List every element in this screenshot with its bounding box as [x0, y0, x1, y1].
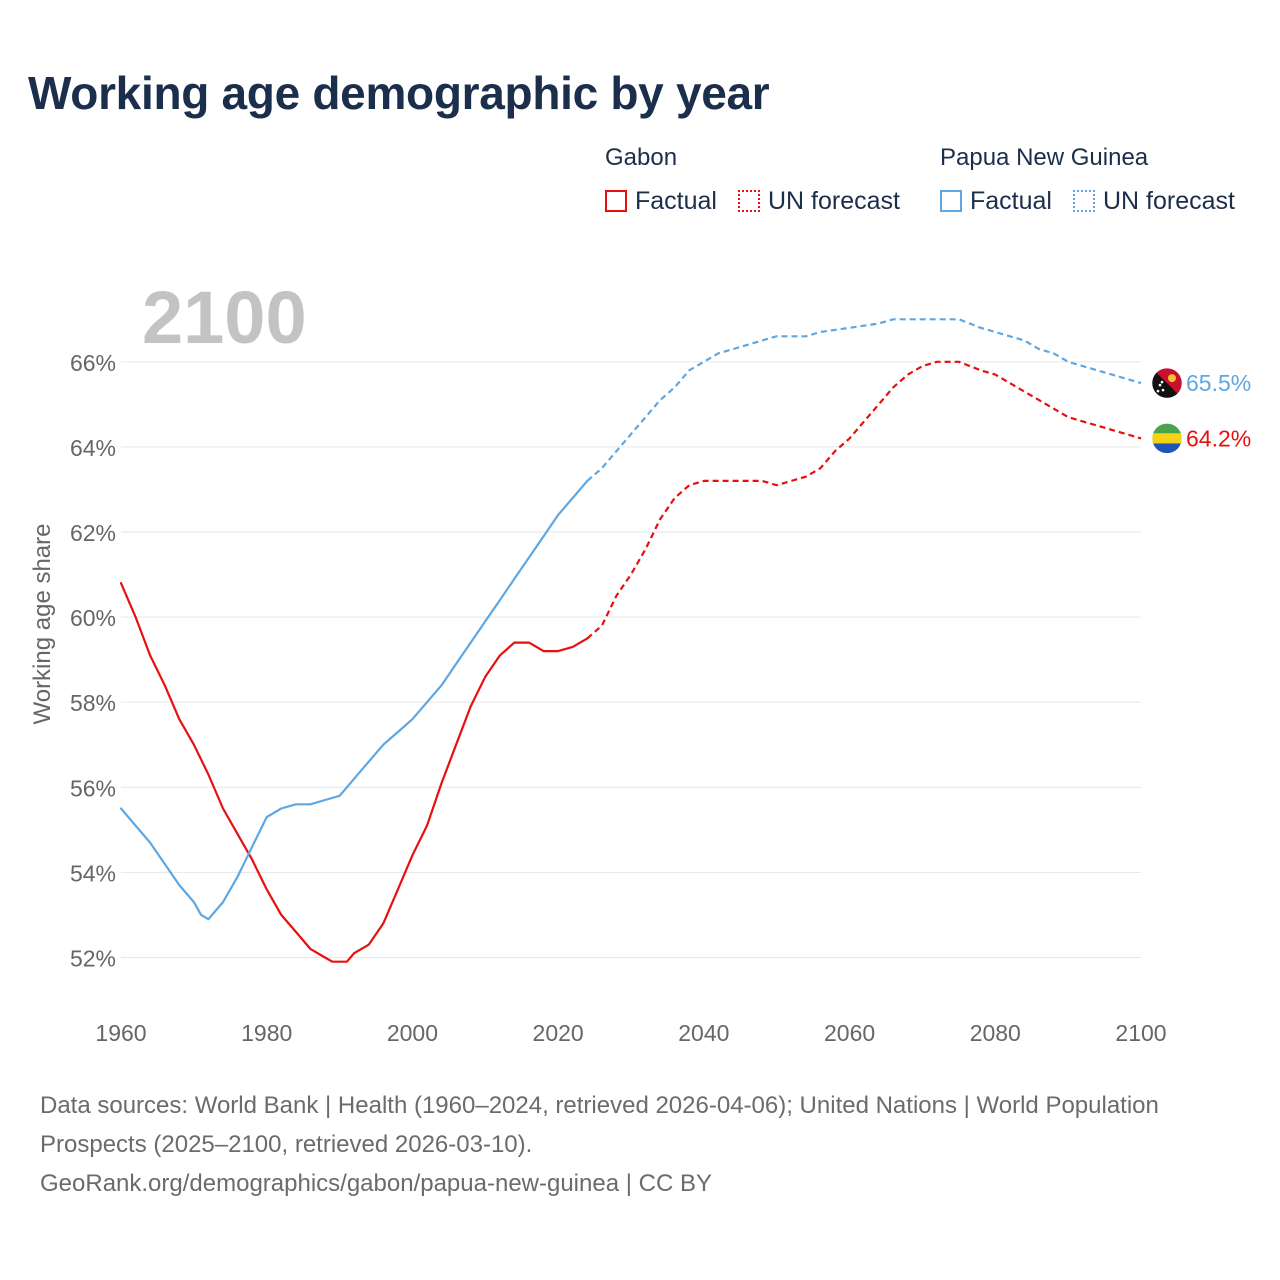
y-tick-label: 56%: [70, 775, 116, 801]
x-tick-label: 2020: [533, 1020, 584, 1046]
y-tick-label: 60%: [70, 605, 116, 631]
legend-group-gabon: Gabon: [605, 144, 678, 171]
x-tick-label: 1980: [241, 1020, 292, 1046]
y-tick-label: 54%: [70, 860, 116, 886]
axes: 52% 54% 56% 58% 60% 62% 64% 66% 1960 1980 2000 2020…: [29, 350, 1167, 1046]
series-line-forecast[interactable]: [586, 318, 1142, 482]
y-tick-label: 66%: [70, 350, 116, 376]
legend-png-factual-label: Factual: [970, 186, 1052, 215]
series-papua-new-guinea: [119, 318, 1142, 921]
x-tick-label: 1960: [95, 1020, 146, 1046]
papua-new-guinea-flag-icon: [1151, 367, 1183, 399]
legend-gabon-forecast-label: UN forecast: [768, 186, 900, 215]
y-tick-label: 62%: [70, 520, 116, 546]
gridlines: [121, 361, 1141, 958]
legend-group-papua-new-guinea: Papua New Guinea: [940, 144, 1149, 171]
end-markers: 64.2% 65.5%: [1151, 367, 1251, 454]
series-line-factual[interactable]: [119, 582, 589, 963]
x-tick-label: 2100: [1115, 1020, 1166, 1046]
x-tick-label: 2080: [970, 1020, 1021, 1046]
x-tick-label: 2040: [678, 1020, 729, 1046]
footer-link[interactable]: GeoRank.org/demographics/gabon/papua-new…: [40, 1170, 712, 1197]
chart-title: Working age demographic by year: [28, 67, 770, 119]
end-value-label: 65.5%: [1186, 370, 1251, 396]
gabon-flag-icon: [1151, 423, 1183, 454]
series-line-factual[interactable]: [119, 479, 589, 921]
y-tick-label: 64%: [70, 435, 116, 461]
footer: Data sources: World Bank | Health (1960–…: [40, 1086, 1240, 1203]
footer-sources: Data sources: World Bank | Health (1960–…: [40, 1092, 1159, 1158]
legend-png-forecast-label: UN forecast: [1103, 186, 1235, 215]
x-tick-label: 2060: [824, 1020, 875, 1046]
y-tick-label: 58%: [70, 690, 116, 716]
line-chart: 2100 52% 54% 56% 58% 60% 62% 64% 66% 1960 1980 200…: [29, 276, 1251, 1046]
legend-png-forecast-swatch: [1073, 190, 1095, 212]
end-value-label: 64.2%: [1186, 425, 1251, 451]
y-tick-label: 52%: [70, 945, 116, 971]
series: [119, 318, 1142, 963]
y-axis-title: Working age share: [29, 524, 56, 725]
legend-gabon-factual-swatch: [605, 190, 627, 212]
legend-gabon-factual-label: Factual: [635, 186, 717, 215]
legend-gabon-factual[interactable]: Factual: [605, 186, 717, 216]
legend-gabon-forecast[interactable]: UN forecast: [738, 186, 900, 216]
legend-png-forecast[interactable]: UN forecast: [1073, 186, 1235, 216]
year-watermark: 2100: [142, 276, 307, 359]
x-tick-label: 2000: [387, 1020, 438, 1046]
legend-gabon-forecast-swatch: [738, 190, 760, 212]
legend-png-factual[interactable]: Factual: [940, 186, 1052, 216]
series-line-forecast[interactable]: [586, 360, 1142, 640]
legend-png-factual-swatch: [940, 190, 962, 212]
series-gabon: [119, 360, 1142, 963]
